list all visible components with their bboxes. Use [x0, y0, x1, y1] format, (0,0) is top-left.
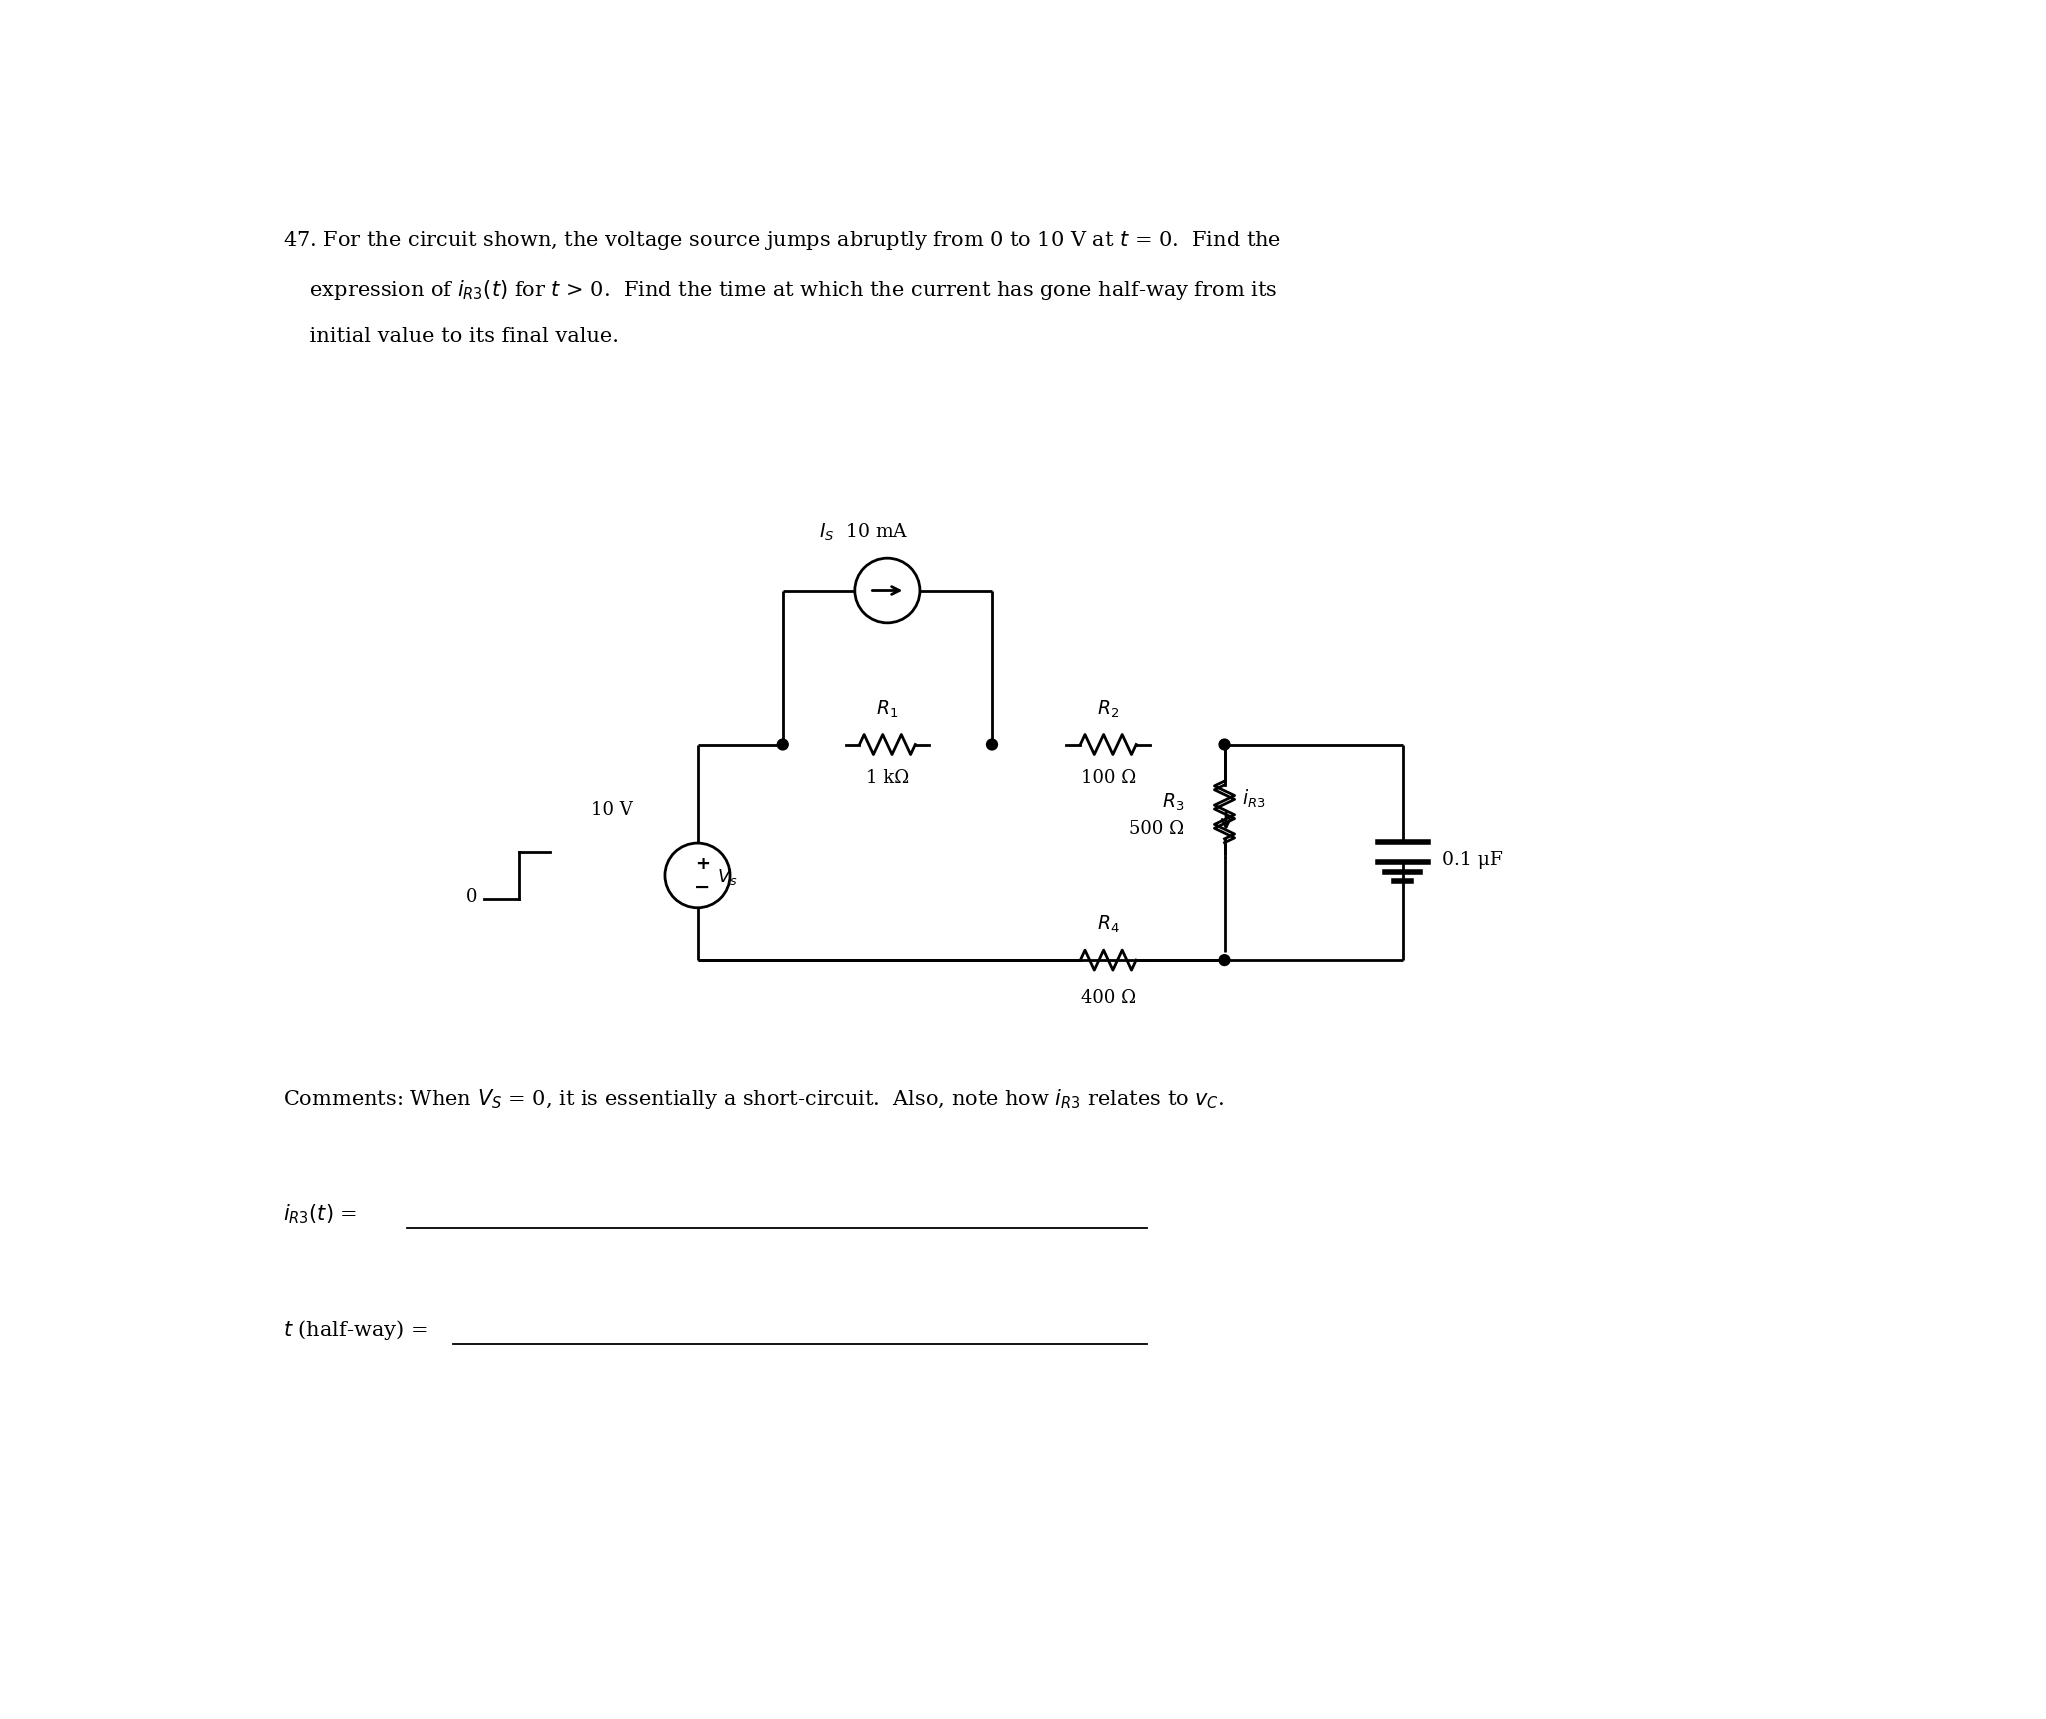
Text: $t$ (half-way) =: $t$ (half-way) = [282, 1318, 430, 1343]
Text: 0.1 μF: 0.1 μF [1442, 851, 1502, 870]
Circle shape [986, 739, 998, 749]
Text: Comments: When $V_S$ = 0, it is essentially a short-circuit.  Also, note how $i_: Comments: When $V_S$ = 0, it is essentia… [282, 1086, 1224, 1110]
Text: 0: 0 [464, 889, 477, 906]
Text: $R_3$: $R_3$ [1162, 792, 1185, 813]
Text: 47. For the circuit shown, the voltage source jumps abruptly from 0 to 10 V at $: 47. For the circuit shown, the voltage s… [282, 229, 1281, 251]
Text: +: + [696, 854, 710, 873]
Text: −: − [694, 877, 710, 897]
Circle shape [1219, 954, 1230, 966]
Text: $I_S$  10 mA: $I_S$ 10 mA [818, 521, 908, 543]
Text: $i_{R3}$: $i_{R3}$ [1242, 787, 1264, 810]
Text: 500 Ω: 500 Ω [1129, 820, 1185, 839]
Text: 10 V: 10 V [591, 801, 632, 818]
Text: $R_2$: $R_2$ [1097, 698, 1119, 720]
Circle shape [1219, 739, 1230, 749]
Text: $R_4$: $R_4$ [1097, 915, 1119, 935]
Text: $i_{R3}(t)$ =: $i_{R3}(t)$ = [282, 1202, 360, 1226]
Text: 400 Ω: 400 Ω [1080, 990, 1136, 1007]
Text: $V_s$: $V_s$ [716, 866, 737, 887]
Text: expression of $i_{R3}(t)$ for $t$ > 0.  Find the time at which the current has g: expression of $i_{R3}(t)$ for $t$ > 0. F… [282, 278, 1277, 303]
Text: $R_1$: $R_1$ [876, 698, 898, 720]
Text: initial value to its final value.: initial value to its final value. [282, 327, 618, 346]
Text: 100 Ω: 100 Ω [1080, 768, 1136, 787]
Circle shape [777, 739, 788, 749]
Text: 1 kΩ: 1 kΩ [865, 768, 908, 787]
